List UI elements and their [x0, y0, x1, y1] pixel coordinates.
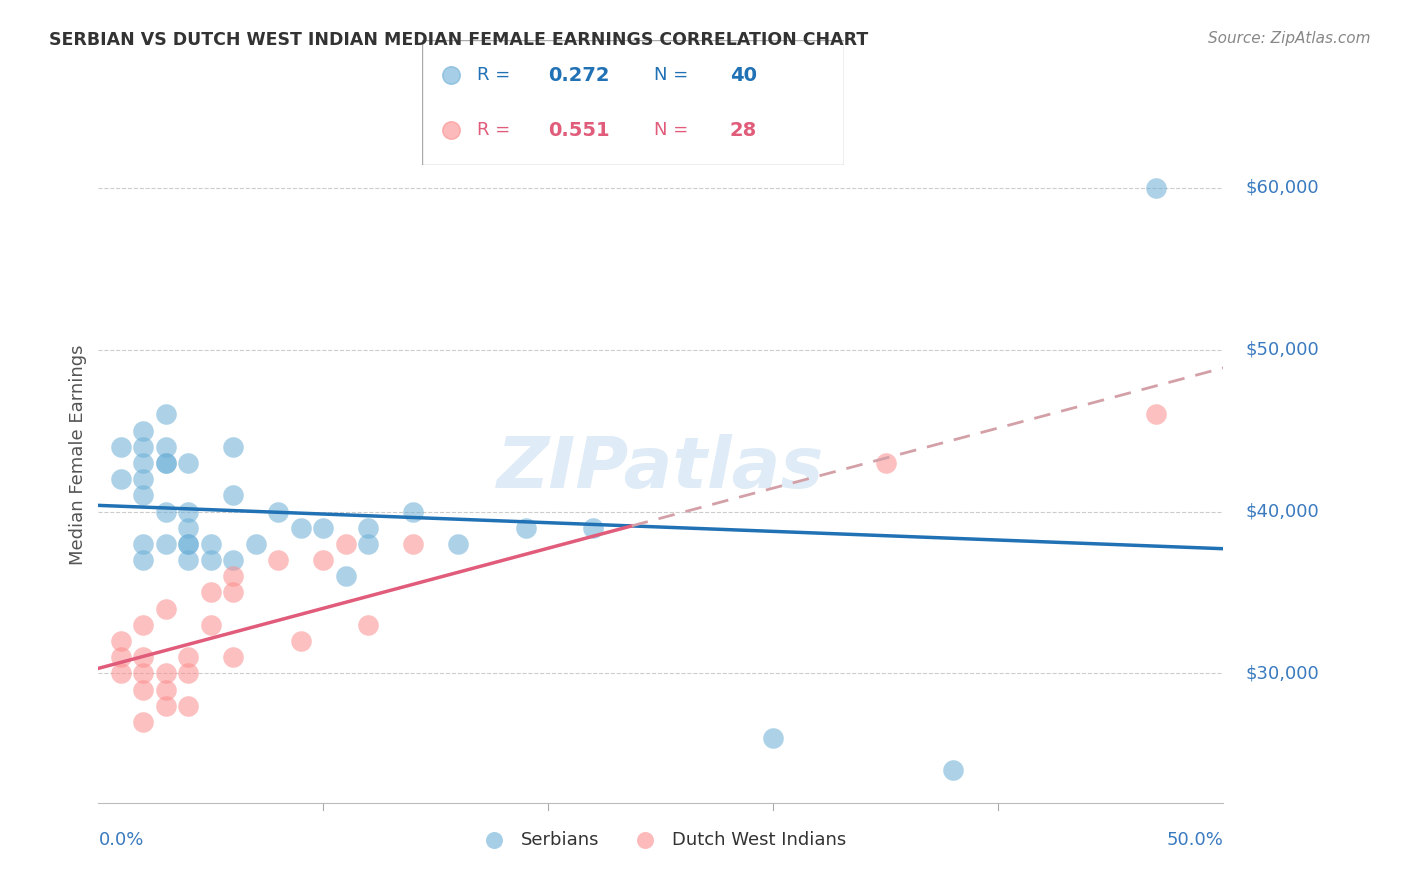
Point: [132, 424, 155, 438]
Point: [222, 650, 245, 665]
Point: [155, 666, 177, 681]
Point: [1144, 408, 1167, 422]
Point: [335, 537, 357, 551]
Text: N =: N =: [654, 121, 693, 139]
Point: [132, 666, 155, 681]
Legend: Serbians, Dutch West Indians: Serbians, Dutch West Indians: [468, 824, 853, 856]
Point: [177, 553, 200, 567]
Point: [132, 488, 155, 502]
Point: [132, 553, 155, 567]
Point: [155, 682, 177, 697]
Point: [440, 68, 463, 82]
Point: [875, 456, 897, 470]
Point: [110, 666, 132, 681]
Point: [132, 682, 155, 697]
Text: N =: N =: [654, 66, 693, 84]
Point: [132, 456, 155, 470]
FancyBboxPatch shape: [422, 40, 844, 165]
Text: 0.0%: 0.0%: [98, 830, 143, 848]
Point: [222, 488, 245, 502]
Point: [155, 601, 177, 615]
Point: [132, 472, 155, 486]
Point: [177, 666, 200, 681]
Point: [357, 617, 380, 632]
Text: 0.272: 0.272: [548, 66, 610, 85]
Text: R =: R =: [477, 66, 516, 84]
Point: [177, 456, 200, 470]
Point: [177, 650, 200, 665]
Point: [447, 537, 470, 551]
Point: [155, 698, 177, 713]
Text: Source: ZipAtlas.com: Source: ZipAtlas.com: [1208, 31, 1371, 46]
Point: [132, 537, 155, 551]
Point: [132, 617, 155, 632]
Point: [515, 521, 537, 535]
Point: [222, 553, 245, 567]
Point: [402, 504, 425, 518]
Text: 50.0%: 50.0%: [1167, 830, 1223, 848]
Point: [335, 569, 357, 583]
Point: [155, 504, 177, 518]
Point: [312, 521, 335, 535]
Point: [155, 440, 177, 454]
Text: $40,000: $40,000: [1246, 502, 1319, 521]
Y-axis label: Median Female Earnings: Median Female Earnings: [69, 344, 87, 566]
Point: [132, 714, 155, 729]
Point: [402, 537, 425, 551]
Point: [177, 698, 200, 713]
Point: [290, 521, 312, 535]
Point: [110, 440, 132, 454]
Point: [267, 553, 290, 567]
Point: [440, 123, 463, 137]
Point: [155, 408, 177, 422]
Point: [110, 472, 132, 486]
Point: [357, 521, 380, 535]
Point: [312, 553, 335, 567]
Point: [200, 537, 222, 551]
Point: [155, 456, 177, 470]
Text: R =: R =: [477, 121, 516, 139]
Point: [177, 537, 200, 551]
Point: [177, 537, 200, 551]
Point: [110, 634, 132, 648]
Point: [177, 521, 200, 535]
Text: $30,000: $30,000: [1246, 665, 1319, 682]
Point: [222, 569, 245, 583]
Text: 28: 28: [730, 120, 756, 139]
Point: [155, 456, 177, 470]
Point: [132, 650, 155, 665]
Text: 40: 40: [730, 66, 756, 85]
Point: [222, 440, 245, 454]
Point: [1144, 181, 1167, 195]
Text: $50,000: $50,000: [1246, 341, 1319, 359]
Point: [245, 537, 267, 551]
Text: $60,000: $60,000: [1246, 179, 1319, 197]
Point: [200, 553, 222, 567]
Point: [290, 634, 312, 648]
Point: [222, 585, 245, 599]
Point: [177, 504, 200, 518]
Text: ZIPatlas: ZIPatlas: [498, 434, 824, 503]
Point: [267, 504, 290, 518]
Point: [942, 764, 965, 778]
Point: [582, 521, 605, 535]
Point: [110, 650, 132, 665]
Point: [357, 537, 380, 551]
Text: 0.551: 0.551: [548, 120, 610, 139]
Point: [762, 731, 785, 745]
Point: [200, 617, 222, 632]
Point: [200, 585, 222, 599]
Point: [132, 440, 155, 454]
Text: SERBIAN VS DUTCH WEST INDIAN MEDIAN FEMALE EARNINGS CORRELATION CHART: SERBIAN VS DUTCH WEST INDIAN MEDIAN FEMA…: [49, 31, 869, 49]
Point: [155, 537, 177, 551]
